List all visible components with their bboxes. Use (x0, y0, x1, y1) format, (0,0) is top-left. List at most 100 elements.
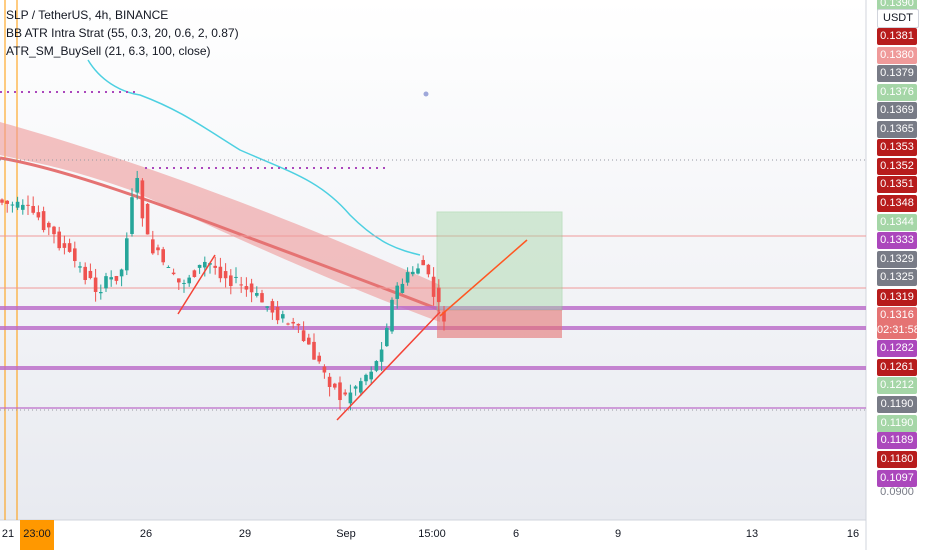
cloud (0, 122, 440, 322)
candle-body (192, 270, 197, 277)
candle-body (322, 366, 327, 373)
candle-body (234, 276, 238, 278)
candle-body (338, 382, 342, 401)
candle-body (145, 203, 150, 235)
candle-body (442, 311, 446, 322)
candle-body (364, 374, 368, 382)
candle-body (333, 383, 337, 388)
candle-body (400, 283, 405, 293)
candle-body (437, 287, 441, 303)
price-label: 0.1351 (877, 176, 917, 193)
price-label: 0.1344 (877, 214, 917, 231)
candle-body (67, 243, 72, 252)
candle-body (197, 264, 202, 268)
candle-body (359, 381, 363, 393)
candle-body (156, 247, 160, 251)
candle-body (182, 282, 186, 284)
candle-body (223, 271, 228, 279)
price-label: 0.1348 (877, 195, 917, 212)
price-label: 0.1325 (877, 269, 917, 286)
candle-body (47, 222, 51, 228)
currency-label: USDT (877, 9, 919, 28)
candle-body (119, 269, 124, 277)
candle-body (369, 371, 373, 380)
trend-line (439, 239, 528, 317)
candle-body (411, 271, 415, 275)
trend-line (336, 311, 441, 421)
candle-body (41, 211, 46, 231)
indicator: ATR_SM_BuySell (21, 6.3, 100, close) (6, 44, 211, 58)
time-label: Sep (336, 528, 356, 540)
candle-body (109, 277, 113, 280)
price-label: 0.1190 (877, 415, 917, 432)
price-label: 0.1316 (877, 307, 917, 324)
candle-body (36, 212, 41, 218)
candle-body (301, 330, 306, 342)
time-label: 21 (1, 528, 15, 540)
marker (423, 91, 429, 97)
candle-body (255, 293, 259, 296)
cloud-line (0, 156, 441, 312)
countdown-label: 02:31:58 (877, 322, 920, 339)
candle-body (203, 261, 207, 268)
candle-body (135, 177, 139, 193)
indicator: BB ATR Intra Strat (55, 0.3, 20, 0.6, 2,… (6, 26, 239, 40)
price-label: 0.1353 (877, 139, 917, 156)
candle-body (125, 238, 129, 271)
price-label: 0.1329 (877, 251, 917, 268)
candle-body (78, 266, 82, 268)
candle-body (296, 323, 301, 326)
price-label: 0.1097 (877, 470, 917, 487)
price-label: 0.1282 (877, 340, 917, 357)
price-label: 0.1352 (877, 158, 917, 175)
price-label: 0.1369 (877, 102, 917, 119)
time-label: 26 (139, 528, 153, 540)
candle-body (93, 277, 98, 292)
price-label: 0.0900 (880, 486, 914, 498)
price-label: 0.1365 (877, 121, 917, 138)
candle-body (177, 278, 181, 283)
price-label: 0.1333 (877, 232, 917, 249)
candle-body (275, 306, 280, 321)
candle-body (88, 270, 93, 279)
price-label: 0.1190 (877, 396, 917, 413)
candle-body (15, 201, 20, 208)
candle-body (416, 268, 420, 274)
candle-body (260, 293, 264, 303)
stop-zone (437, 310, 562, 338)
candle-body (421, 259, 425, 266)
candle-body (62, 243, 67, 248)
price-label: 0.1381 (877, 28, 917, 45)
candle-body (0, 199, 4, 203)
candle-body (52, 226, 56, 235)
price-label: 0.1189 (877, 432, 917, 449)
symbol-title: SLP / TetherUS, 4h, BINANCE (6, 8, 169, 22)
candle-body (431, 276, 436, 297)
candle-body (57, 231, 61, 249)
candle-body (270, 301, 275, 313)
atr-line (87, 59, 421, 256)
candle-body (31, 206, 35, 213)
candle-body (244, 286, 249, 290)
candle-body (171, 272, 176, 275)
candle-body (385, 327, 389, 347)
time-cursor-label: 23:00 (23, 528, 51, 540)
candle-body (317, 355, 321, 362)
candle-body (99, 292, 103, 294)
candle-body (151, 239, 155, 254)
candle-body (166, 267, 171, 269)
candle-body (140, 180, 145, 219)
time-label: 29 (238, 528, 252, 540)
price-label: 0.1379 (877, 65, 917, 82)
candle-body (343, 392, 347, 395)
candle-body (312, 341, 316, 360)
candle-body (265, 306, 269, 308)
candle-body (426, 264, 431, 275)
time-label: 16 (846, 528, 860, 540)
price-label: 0.1376 (877, 84, 917, 101)
candle-body (161, 249, 165, 263)
candle-body (239, 284, 243, 286)
candle-body (26, 204, 30, 206)
